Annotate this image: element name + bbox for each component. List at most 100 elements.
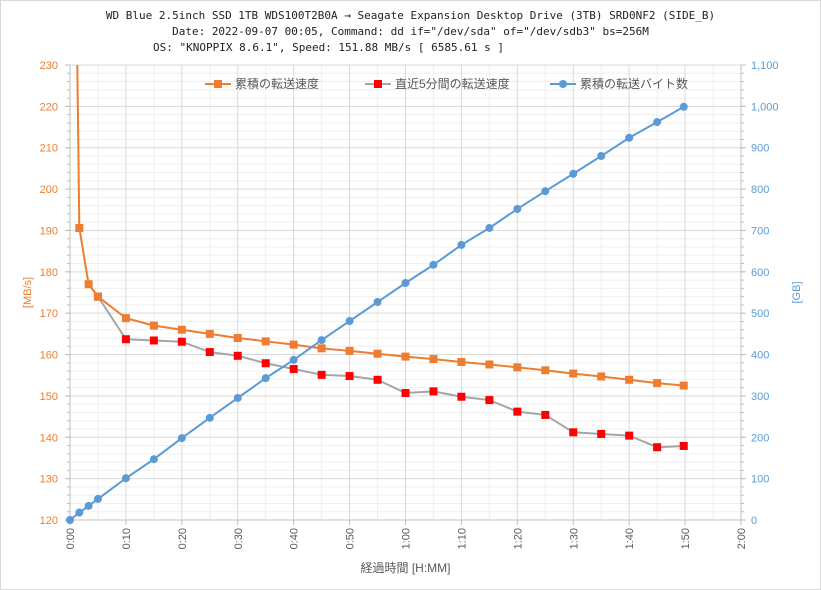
data-point: [205, 413, 214, 422]
y-right-tick-label: 500: [751, 308, 769, 320]
data-point: [317, 344, 326, 353]
y-left-axis-label: [MB/s]: [22, 277, 34, 308]
y-right-tick-label: 1,100: [751, 60, 779, 72]
data-point: [121, 314, 130, 323]
data-point: [317, 336, 326, 345]
data-point: [485, 223, 494, 232]
data-point: [569, 369, 578, 378]
data-point: [541, 187, 550, 196]
data-point: [149, 321, 158, 330]
x-tick-label: 1:40: [624, 528, 636, 549]
data-point: [177, 337, 186, 346]
data-point: [317, 370, 326, 379]
data-point: [261, 337, 270, 346]
data-point: [149, 336, 158, 345]
data-point: [429, 355, 438, 364]
data-point: [345, 317, 354, 326]
data-point: [66, 516, 74, 524]
data-point: [597, 372, 606, 381]
data-point: [597, 429, 606, 438]
y-left-tick-label: 210: [40, 143, 58, 155]
x-tick-label: 1:00: [401, 528, 413, 549]
y-left-tick-label: 120: [40, 515, 58, 527]
data-point: [177, 434, 186, 443]
data-point: [93, 494, 102, 503]
data-point: [653, 379, 662, 388]
data-point: [679, 381, 688, 390]
x-tick-label: 1:10: [456, 528, 468, 549]
data-point: [485, 396, 494, 405]
data-point: [457, 240, 466, 249]
data-point: [625, 133, 634, 142]
data-point: [205, 348, 214, 357]
data-point: [597, 152, 606, 160]
data-point: [625, 431, 634, 440]
y-right-tick-label: 400: [751, 350, 769, 362]
data-point: [75, 223, 84, 232]
chart-title-line-2: Date: 2022-09-07 00:05, Command: dd if="…: [172, 25, 649, 38]
x-tick-label: 0:50: [345, 528, 357, 549]
data-point: [429, 387, 438, 396]
data-point: [289, 355, 298, 364]
data-point: [84, 501, 93, 510]
legend-marker: [559, 80, 567, 88]
data-point: [485, 360, 494, 369]
legend-label: 累積の転送速度: [235, 76, 319, 91]
data-point: [513, 407, 522, 416]
x-tick-label: 1:50: [680, 528, 692, 549]
x-axis-label: 経過時間 [H:MM]: [361, 561, 451, 575]
data-point: [653, 443, 662, 452]
x-tick-label: 0:20: [177, 528, 189, 549]
x-tick-label: 0:30: [233, 528, 245, 549]
legend-marker: [374, 80, 382, 88]
data-point: [541, 410, 550, 419]
data-point: [679, 441, 688, 450]
y-left-tick-label: 190: [40, 225, 58, 237]
y-left-tick-label: 230: [40, 60, 58, 72]
y-right-tick-label: 700: [751, 225, 769, 237]
y-left-tick-label: 140: [40, 432, 58, 444]
data-point: [401, 352, 410, 361]
y-right-axis-label: [GB]: [791, 281, 803, 303]
series-line-0: [76, 65, 684, 387]
data-point: [373, 375, 382, 384]
data-point: [84, 280, 93, 289]
data-point: [513, 363, 522, 372]
x-tick-label: 0:00: [65, 528, 77, 549]
data-point: [373, 298, 382, 307]
legend-label: 直近5分間の転送速度: [395, 76, 510, 91]
legend-label: 累積の転送バイト数: [580, 76, 688, 91]
data-point: [261, 359, 270, 368]
y-right-tick-label: 1,000: [751, 101, 779, 113]
data-point: [401, 389, 410, 398]
data-point: [177, 325, 186, 334]
data-point: [121, 474, 130, 483]
chart-title-line-1: WD Blue 2.5inch SSD 1TB WDS100T2B0A → Se…: [105, 9, 716, 22]
data-point: [401, 278, 410, 287]
y-left-tick-label: 130: [40, 474, 58, 486]
data-point: [679, 102, 688, 111]
y-left-tick-label: 170: [40, 308, 58, 320]
y-right-tick-label: 900: [751, 143, 769, 155]
data-point: [75, 508, 84, 517]
data-point: [205, 329, 214, 338]
chart-title-line-3: OS: "KNOPPIX 8.6.1", Speed: 151.88 MB/s …: [153, 41, 504, 54]
y-left-tick-label: 180: [40, 267, 58, 279]
data-point: [149, 455, 158, 464]
data-point: [261, 374, 270, 383]
data-point: [653, 118, 662, 127]
data-point: [289, 365, 298, 374]
data-point: [625, 375, 634, 384]
data-point: [429, 260, 438, 269]
data-point: [345, 372, 354, 381]
y-right-tick-label: 0: [751, 515, 757, 527]
y-right-tick-label: 300: [751, 391, 769, 403]
data-point: [93, 292, 102, 301]
y-right-tick-label: 200: [751, 432, 769, 444]
data-point: [373, 349, 382, 358]
series-line-1: [97, 296, 684, 449]
x-tick-label: 0:40: [289, 528, 301, 549]
data-point: [569, 169, 578, 178]
data-point: [233, 334, 242, 342]
